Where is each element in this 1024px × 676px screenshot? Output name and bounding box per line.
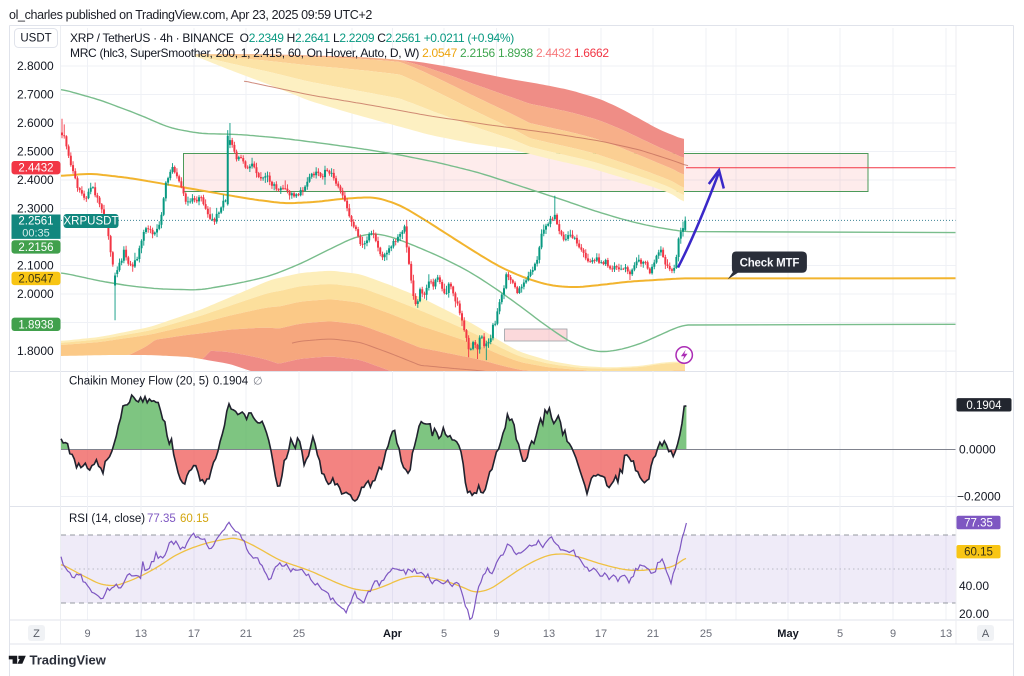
svg-text:5: 5 [441,628,447,640]
svg-text:00:35: 00:35 [22,227,50,239]
svg-text:9: 9 [890,628,896,640]
svg-text:2.0000: 2.0000 [17,287,54,301]
svg-text:13: 13 [135,628,147,640]
svg-text:RSI (14, close): RSI (14, close) [69,513,145,525]
svg-text:2.7000: 2.7000 [17,88,54,102]
svg-text:25: 25 [293,628,305,640]
svg-text:2.4000: 2.4000 [17,173,54,187]
svg-text:∅: ∅ [253,376,263,388]
svg-text:13: 13 [940,628,952,640]
svg-text:60.15: 60.15 [180,513,209,525]
svg-text:5: 5 [837,628,843,640]
svg-text:2.0547: 2.0547 [18,273,53,285]
svg-text:17: 17 [595,628,607,640]
svg-text:60.15: 60.15 [964,547,993,559]
svg-text:2.5000: 2.5000 [17,145,54,159]
svg-text:2.1000: 2.1000 [17,259,54,273]
svg-text:21: 21 [647,628,659,640]
svg-text:A: A [982,628,990,640]
svg-text:9: 9 [84,628,90,640]
svg-text:77.35: 77.35 [147,513,176,525]
svg-text:Chaikin Money Flow (20, 5): Chaikin Money Flow (20, 5) [69,376,209,388]
svg-text:ol_charles published on Tradin: ol_charles published on TradingView.com,… [9,8,372,22]
svg-text:2.6000: 2.6000 [17,116,54,130]
svg-text:2.3000: 2.3000 [17,202,54,216]
svg-text:XRPUSDT: XRPUSDT [64,216,119,228]
svg-text:2.2561: 2.2561 [18,216,53,228]
svg-text:40.00: 40.00 [959,579,989,593]
svg-text:13: 13 [543,628,555,640]
svg-text:77.35: 77.35 [964,518,993,530]
svg-text:2.4432: 2.4432 [18,163,53,175]
svg-text:Z: Z [33,628,40,640]
svg-text:9: 9 [493,628,499,640]
svg-text:MRC (hlc3, SuperSmoother, 200,: MRC (hlc3, SuperSmoother, 200, 1, 2.415,… [70,46,609,60]
svg-text:Apr: Apr [383,628,403,640]
svg-text:−0.2000: −0.2000 [957,490,1001,504]
svg-text:25: 25 [700,628,712,640]
svg-text:2.8000: 2.8000 [17,59,54,73]
svg-text:1.8000: 1.8000 [17,344,54,358]
svg-text:Check MTF: Check MTF [740,257,800,269]
svg-text:XRP / TetherUS · 4h · BINANCE: XRP / TetherUS · 4h · BINANCE O2.2349 H2… [70,31,514,45]
svg-text:May: May [777,628,799,640]
svg-text:17: 17 [188,628,200,640]
svg-text:USDT: USDT [20,33,51,45]
svg-text:20.00: 20.00 [959,607,989,621]
svg-text:0.1904: 0.1904 [966,400,1002,412]
svg-text:2.2156: 2.2156 [18,242,53,254]
svg-text:TradingView: TradingView [30,653,107,668]
svg-text:0.1904: 0.1904 [213,376,249,388]
svg-text:21: 21 [240,628,252,640]
svg-text:1.8938: 1.8938 [18,319,53,331]
svg-text:0.0000: 0.0000 [959,443,996,457]
